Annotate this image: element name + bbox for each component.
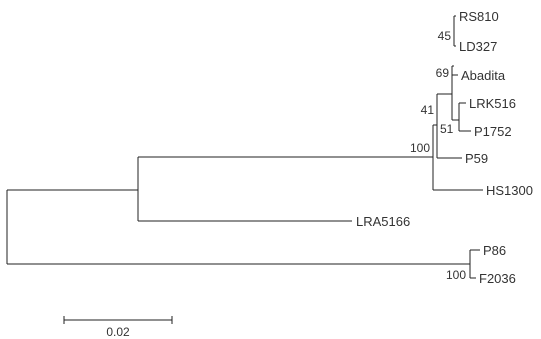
taxon-rs810: RS810	[459, 9, 499, 24]
taxon-hs1300: HS1300	[486, 183, 533, 198]
taxon-f2036: F2036	[479, 271, 516, 286]
taxon-labels: RS810 LD327 Abadita LRK516 P1752 P59 HS1…	[356, 9, 533, 286]
taxon-ld327: LD327	[459, 39, 497, 54]
bootstrap-lrk516-p1752: 51	[440, 122, 454, 136]
tree-branches	[6, 15, 483, 279]
bootstrap-p86-f2036: 100	[446, 268, 466, 282]
bootstrap-abadita-clade: 69	[436, 66, 450, 80]
bootstrap-p59-clade: 41	[421, 103, 435, 117]
taxon-lrk516: LRK516	[469, 96, 516, 111]
bootstrap-rs810-ld327: 45	[438, 29, 452, 43]
bootstrap-hs1300-clade: 100	[410, 141, 430, 155]
taxon-p59: P59	[465, 151, 488, 166]
scale-bar: 0.02	[63, 316, 173, 339]
taxon-lra5166: LRA5166	[356, 214, 410, 229]
taxon-abadita: Abadita	[461, 68, 506, 83]
taxon-p1752: P1752	[474, 124, 512, 139]
bootstrap-labels: 45 69 51 41 100 100	[410, 29, 466, 282]
scale-bar-label: 0.02	[106, 325, 130, 339]
taxon-p86: P86	[483, 243, 506, 258]
